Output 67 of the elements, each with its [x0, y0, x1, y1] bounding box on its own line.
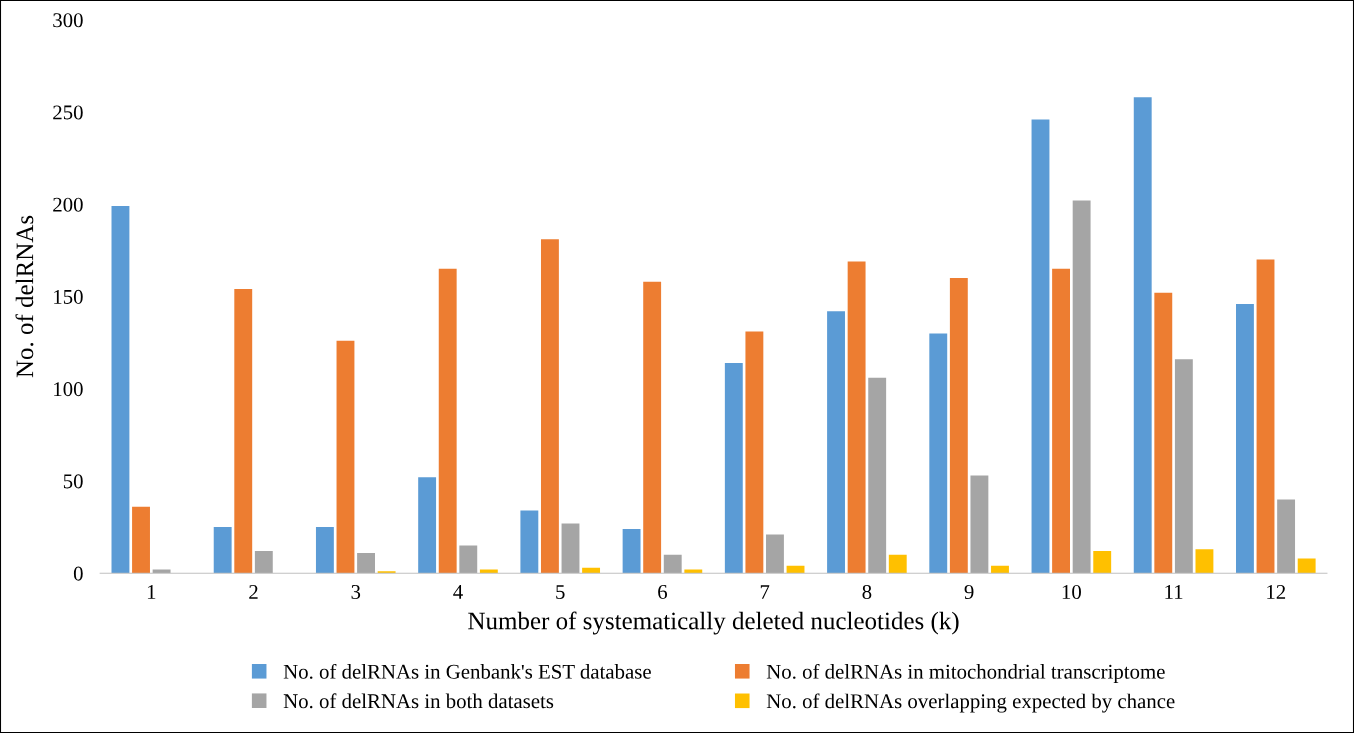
bar — [949, 278, 968, 574]
bar — [847, 261, 866, 574]
bar — [1277, 499, 1296, 574]
bar — [459, 545, 478, 574]
x-tick-label: 5 — [556, 585, 565, 599]
legend-label: No. of delRNAs in Genbank's EST database — [283, 663, 651, 679]
bar — [1031, 119, 1050, 574]
bar — [1297, 558, 1316, 574]
bar — [234, 289, 253, 574]
bar — [724, 362, 743, 574]
bar — [827, 311, 845, 574]
x-tick-label: 2 — [249, 584, 258, 599]
bar — [315, 527, 334, 574]
bar — [643, 281, 662, 574]
bar — [868, 377, 887, 574]
bar — [766, 534, 784, 574]
x-tick-label: 9 — [964, 584, 974, 599]
bar — [213, 527, 232, 574]
y-tick-label: 150 — [54, 289, 83, 304]
bar — [1195, 549, 1214, 574]
y-tick-label: 300 — [53, 13, 83, 28]
bar — [336, 340, 355, 574]
bar — [540, 239, 559, 574]
x-tick-label: 8 — [862, 584, 872, 599]
bar — [745, 331, 764, 574]
x-tick-label: 6 — [658, 584, 668, 599]
bar — [111, 206, 130, 574]
x-tick-label: 11 — [1165, 585, 1183, 599]
x-tick-label: 4 — [453, 585, 463, 599]
x-tick-label: 10 — [1062, 584, 1081, 599]
x-tick-label: 12 — [1267, 584, 1286, 599]
bar — [888, 554, 907, 574]
bar — [1052, 268, 1071, 574]
bar — [1174, 359, 1193, 574]
bar — [418, 477, 437, 574]
bar — [1236, 303, 1254, 574]
x-axis-title: Number of systematically deleted nucleotides (k) — [468, 611, 959, 635]
bar — [991, 565, 1009, 574]
bar — [254, 551, 273, 574]
bar — [929, 333, 948, 574]
bar — [622, 528, 641, 574]
legend-label: No. of delRNAs in both datasets — [283, 693, 554, 709]
bar — [438, 268, 457, 574]
y-tick-label: 250 — [53, 105, 83, 120]
y-tick-label: 0 — [73, 566, 83, 581]
bar — [786, 565, 805, 574]
x-tick-label: 3 — [351, 584, 361, 599]
y-tick-label: 200 — [53, 197, 83, 212]
bar — [663, 554, 682, 574]
bar — [1072, 200, 1091, 574]
x-tick-label: 7 — [760, 585, 770, 599]
y-tick-label: 100 — [54, 382, 83, 397]
bar — [970, 475, 989, 574]
bar — [1154, 292, 1173, 574]
bar — [132, 506, 150, 574]
bar — [1133, 97, 1152, 574]
bar — [1256, 259, 1275, 574]
x-tick-label: 1 — [147, 585, 156, 599]
bar — [357, 552, 375, 574]
y-tick-label: 50 — [63, 474, 83, 489]
legend-label: No. of delRNAs overlapping expected by chance — [766, 693, 1175, 713]
bar — [582, 567, 601, 574]
bar — [1093, 551, 1112, 574]
bar — [520, 510, 539, 574]
y-axis-title: No. of delRNAs — [15, 215, 34, 378]
bar — [561, 523, 580, 574]
legend-label: No. of delRNAs in mitochondrial transcriptome — [766, 663, 1165, 683]
